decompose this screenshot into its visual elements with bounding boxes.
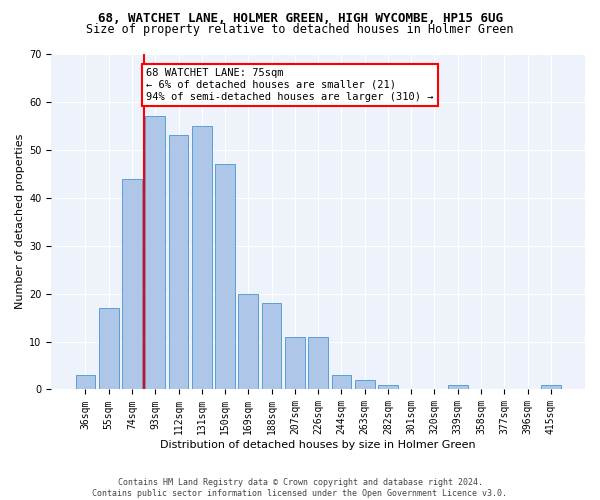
Text: Size of property relative to detached houses in Holmer Green: Size of property relative to detached ho…: [86, 22, 514, 36]
Bar: [76, 375, 95, 390]
X-axis label: Distribution of detached houses by size in Holmer Green: Distribution of detached houses by size …: [160, 440, 476, 450]
Bar: [238, 294, 258, 390]
Bar: [378, 384, 398, 390]
Text: 68, WATCHET LANE, HOLMER GREEN, HIGH WYCOMBE, HP15 6UG: 68, WATCHET LANE, HOLMER GREEN, HIGH WYC…: [97, 12, 503, 26]
Bar: [192, 126, 212, 390]
Text: 68 WATCHET LANE: 75sqm
← 6% of detached houses are smaller (21)
94% of semi-deta: 68 WATCHET LANE: 75sqm ← 6% of detached …: [146, 68, 433, 102]
Bar: [448, 384, 467, 390]
Bar: [99, 308, 119, 390]
Bar: [215, 164, 235, 390]
Bar: [285, 337, 305, 390]
Bar: [308, 337, 328, 390]
Bar: [145, 116, 165, 390]
Bar: [355, 380, 374, 390]
Bar: [541, 384, 561, 390]
Bar: [262, 303, 281, 390]
Bar: [122, 178, 142, 390]
Bar: [169, 136, 188, 390]
Text: Contains HM Land Registry data © Crown copyright and database right 2024.
Contai: Contains HM Land Registry data © Crown c…: [92, 478, 508, 498]
Bar: [332, 375, 351, 390]
Y-axis label: Number of detached properties: Number of detached properties: [15, 134, 25, 310]
